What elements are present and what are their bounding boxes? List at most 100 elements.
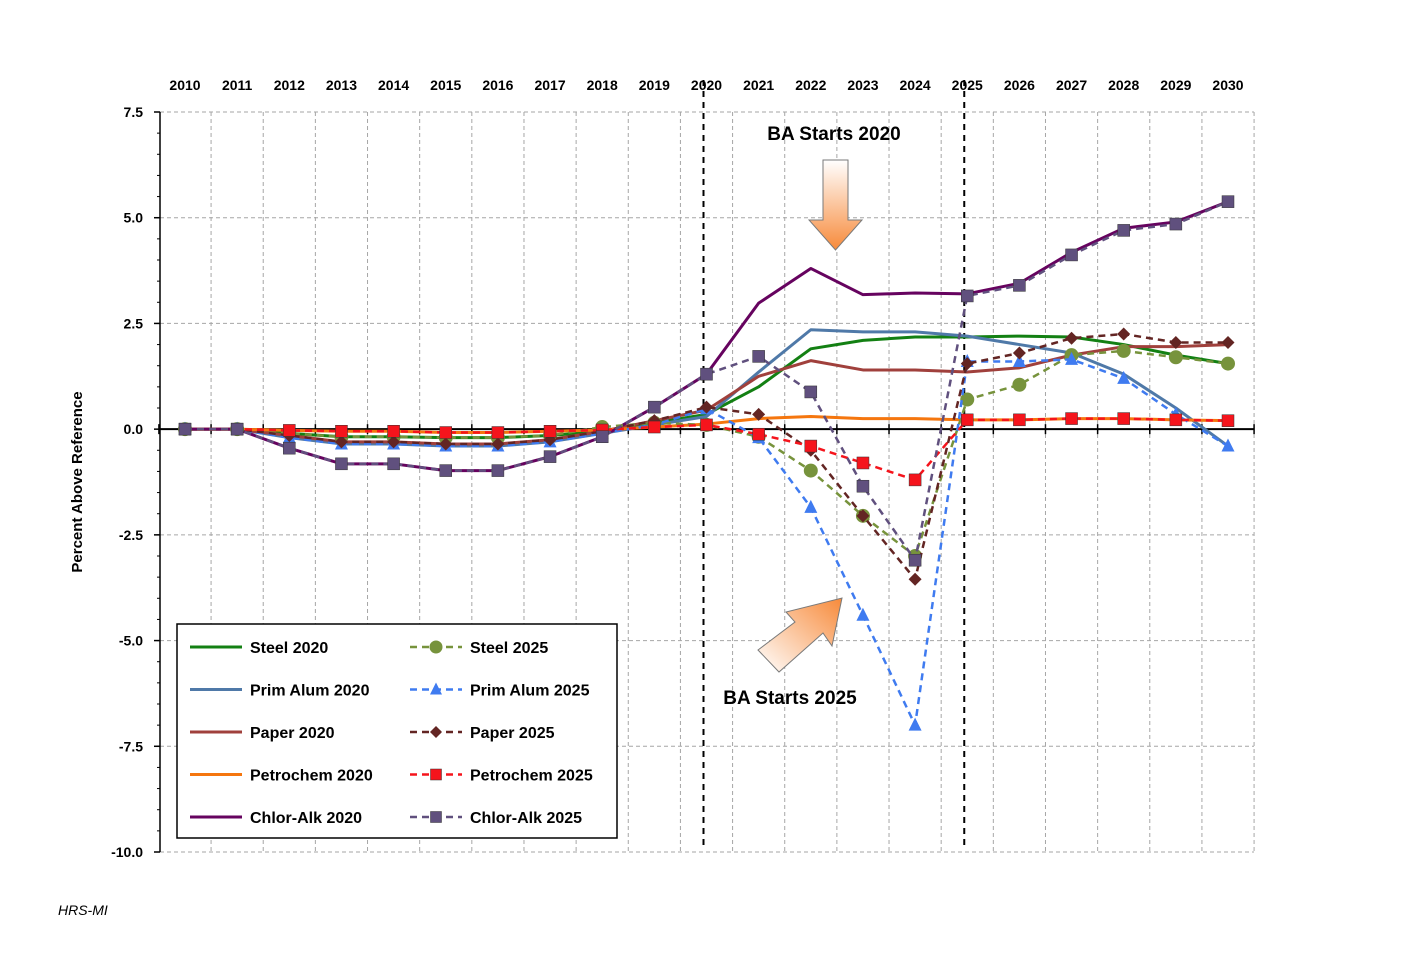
data-point-chlor-alk-2025: [752, 350, 765, 363]
data-point-paper-2025: [856, 509, 870, 523]
legend-item-prim-alum-2025: Prim Alum 2025: [410, 682, 590, 700]
data-point-paper-2025: [1117, 327, 1131, 341]
data-point-chlor-alk-2025: [804, 385, 818, 399]
y-tick-label: -7.5: [119, 738, 143, 754]
x-tick-label: 2028: [1108, 77, 1139, 93]
legend-label-prim-alum-2020: Prim Alum 2020: [250, 683, 370, 700]
axes: 7.5 5.0 2.5 0.0 -2.5 -5.0 -7.5 -10.0 2010 2011 201…: [111, 77, 1255, 860]
data-point-paper-2025: [1012, 346, 1026, 360]
data-point-chlor-alk-2025: [178, 422, 192, 436]
annotation-ba-starts-2025: BA Starts 2025: [723, 688, 857, 709]
data-point-prim-alum-2025: [908, 717, 922, 731]
data-point-chlor-alk-2025: [856, 479, 870, 493]
legend-item-petrochem-2020: Petrochem 2020: [190, 768, 373, 785]
data-point-chlor-alk-2025: [1221, 195, 1235, 208]
legend-label-steel-2025: Steel 2025: [470, 640, 548, 657]
y-tick-label: 0.0: [124, 421, 144, 437]
data-point-paper-2025: [960, 357, 974, 371]
x-tick-label: 2030: [1212, 77, 1243, 93]
legend-label-steel-2020: Steel 2020: [250, 640, 328, 657]
data-point-chlor-alk-2025: [387, 457, 400, 471]
x-tick-label: 2029: [1160, 77, 1191, 93]
data-point-chlor-alk-2025: [648, 400, 661, 414]
data-point-prim-alum-2025: [1221, 438, 1235, 452]
data-point-chlor-alk-2025: [1117, 224, 1130, 237]
legend-box: [176, 623, 618, 839]
x-tick-label: 2023: [847, 77, 878, 93]
x-tick-label: 2019: [639, 77, 670, 93]
data-point-chlor-alk-2025: [335, 457, 348, 471]
y-tick-label: -5.0: [119, 633, 143, 649]
series-layer: [178, 195, 1235, 731]
y-tick-label: 7.5: [124, 104, 144, 120]
data-point-petrochem-2025: [1117, 412, 1130, 425]
y-tick-label: -2.5: [119, 527, 143, 543]
data-point-paper-2025: [700, 400, 713, 414]
x-tick-label: 2022: [795, 77, 826, 93]
legend-marker-paper-2025: [430, 726, 442, 738]
legend-marker-petrochem-2025: [430, 768, 442, 781]
x-tick-label: 2018: [587, 77, 618, 93]
data-point-paper-2025: [1221, 335, 1235, 349]
data-point-chlor-alk-2025: [543, 450, 557, 463]
legend-label-petrochem-2025: Petrochem 2025: [470, 768, 593, 785]
legend-item-paper-2025: Paper 2025: [410, 725, 555, 742]
data-point-petrochem-2025: [335, 425, 348, 438]
series-line-chlor-alk-2025: [185, 200, 1229, 562]
data-point-paper-2025: [1169, 335, 1183, 349]
legend-label-paper-2025: Paper 2025: [470, 725, 555, 742]
series-chlor-alk-2025: [178, 195, 1235, 567]
legend-marker-prim-alum-2025: [430, 682, 442, 695]
data-point-chlor-alk-2025: [439, 464, 452, 477]
data-point-paper-2025: [491, 437, 505, 451]
data-point-steel-2025: [1221, 356, 1235, 371]
legend-item-steel-2020: Steel 2020: [190, 640, 328, 657]
x-tick-label: 2027: [1056, 77, 1087, 93]
data-point-steel-2025: [1116, 343, 1131, 358]
series-petrochem-2025: [178, 412, 1235, 487]
legend-item-petrochem-2025: Petrochem 2025: [410, 768, 593, 785]
legend-marker-chlor-alk-2025: [430, 811, 442, 823]
data-point-petrochem-2025: [283, 424, 296, 437]
data-point-petrochem-2025: [856, 456, 870, 470]
data-point-petrochem-2025: [700, 418, 713, 432]
legend: Steel 2020 Steel 2025 Prim Alum 2020 Prim A…: [176, 623, 618, 839]
data-point-petrochem-2025: [1221, 414, 1235, 427]
x-tick-label: 2013: [326, 77, 357, 93]
data-point-prim-alum-2025: [1117, 370, 1131, 384]
data-point-prim-alum-2025: [1012, 353, 1026, 367]
x-tick-label: 2012: [274, 77, 305, 93]
data-point-petrochem-2025: [543, 425, 557, 438]
x-tick-label: 2025: [952, 77, 983, 93]
data-point-chlor-alk-2025: [595, 430, 609, 444]
data-point-steel-2025: [960, 392, 975, 407]
x-tick-label: 2021: [743, 77, 774, 93]
data-point-petrochem-2025: [1065, 412, 1078, 425]
series-paper-2025: [178, 327, 1235, 586]
legend-label-chlor-alk-2020: Chlor-Alk 2020: [250, 810, 362, 827]
credit-text: HRS-MI: [58, 902, 108, 918]
legend-label-prim-alum-2025: Prim Alum 2025: [470, 683, 590, 700]
y-tick-label: 2.5: [124, 315, 144, 331]
legend-item-steel-2025: Steel 2025: [410, 640, 548, 657]
data-point-petrochem-2025: [648, 420, 661, 434]
data-point-paper-2025: [387, 435, 401, 449]
data-point-petrochem-2025: [908, 473, 922, 487]
x-tick-label: 2017: [534, 77, 565, 93]
x-tick-label: 2011: [222, 77, 253, 93]
data-point-steel-2025: [1012, 377, 1027, 392]
series-line-paper-2025: [185, 332, 1228, 581]
data-point-petrochem-2025: [387, 425, 400, 438]
data-point-petrochem-2025: [804, 439, 818, 453]
legend-label-chlor-alk-2025: Chlor-Alk 2025: [470, 810, 582, 827]
x-tick-label: 2014: [378, 77, 409, 93]
data-point-petrochem-2025: [491, 426, 505, 439]
data-point-petrochem-2025: [1013, 413, 1026, 427]
data-point-steel-2025: [1168, 350, 1183, 365]
annotation-arrow-2020: [807, 159, 864, 251]
data-point-paper-2025: [1065, 331, 1079, 345]
data-point-chlor-alk-2025: [908, 553, 922, 567]
data-point-prim-alum-2025: [804, 499, 818, 513]
x-tick-label: 2010: [169, 77, 200, 93]
data-point-petrochem-2025: [961, 413, 974, 427]
